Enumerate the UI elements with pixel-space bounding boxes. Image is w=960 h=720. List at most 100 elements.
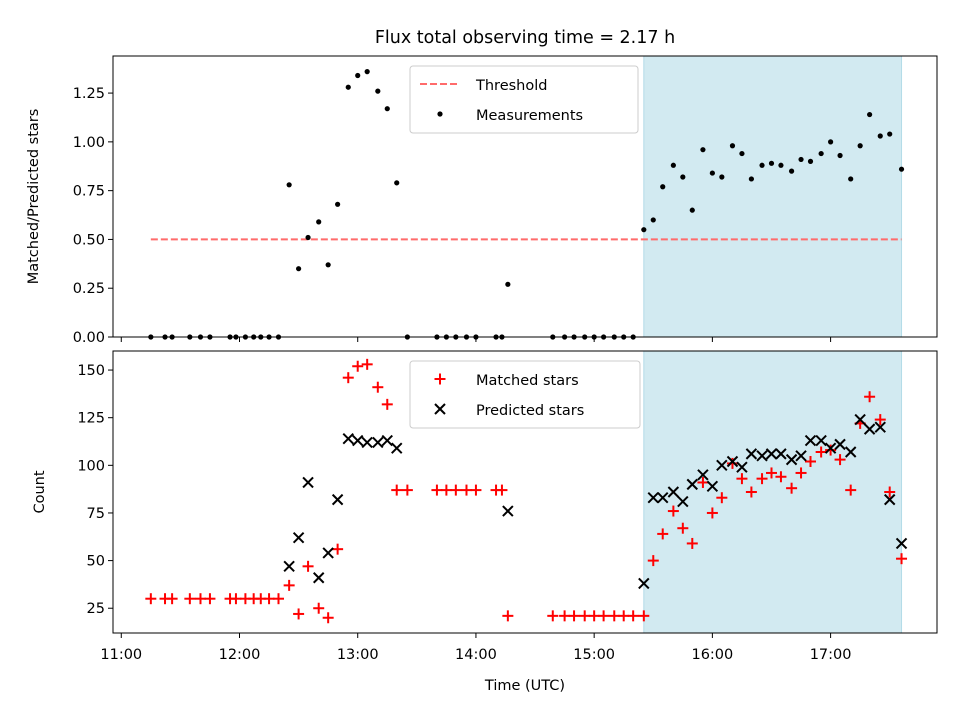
matched-star-point [184,593,196,605]
predicted-star-point [785,453,798,466]
measurement-point [748,176,754,182]
y-axis-ticks: 0.00 0.25 0.50 0.75 1.00 1.25 [73,86,113,346]
matched-star-point [686,537,698,549]
count-points [145,358,908,624]
matched-star-point [786,482,798,494]
measurement-point [345,84,351,90]
ratio-panel: 0.00 0.25 0.50 0.75 1.00 1.25 Matched/Predict… [26,55,938,346]
measurement-point [670,162,676,168]
measurement-point [364,69,370,75]
plot-frame [112,55,938,338]
predicted-star-point [854,413,866,426]
highlight-span [643,55,903,338]
matched-star-point [166,593,178,605]
y-tick-label: 0.50 [73,232,105,248]
predicted-star-point [726,455,739,468]
y-tick-label: 75 [87,506,105,522]
matched-star-point [598,610,610,622]
matched-star-point [313,602,325,614]
matched-star-point [450,484,462,496]
legend-label: Matched stars [476,373,579,389]
measurement-point [759,162,765,168]
x-axis-ticks [120,337,832,342]
measurement-point [316,219,322,225]
y-tick-label: 125 [77,411,105,427]
y-tick-label: 1.00 [73,135,105,151]
matched-star-point [431,484,443,496]
measurement-point [355,72,361,79]
matched-star-point [884,486,896,498]
legend: Threshold Measurements [409,65,639,134]
measurement-point [296,266,302,272]
predicted-star-point [667,486,680,498]
legend-dot-swatch [437,111,443,117]
matched-star-point [815,446,827,458]
y-tick-label: 50 [87,554,105,570]
matched-star-point [502,610,514,622]
predicted-star-point [331,493,344,506]
matched-star-point [845,484,857,496]
measurement-point [739,150,745,157]
matched-star-point [896,553,908,565]
matched-star-point [496,484,508,496]
highlight-span [643,350,903,634]
legend-box [409,65,639,134]
x-axis-ticks: 11:00 12:00 13:00 14:00 15:00 16:00 17:00 [100,633,851,663]
measurement-point [650,217,656,223]
measurement-point [641,227,647,233]
matched-star-point [230,593,242,605]
matched-star-point [864,391,876,403]
predicted-star-point [638,577,650,590]
x-tick-label: 12:00 [219,647,261,663]
x-tick-label: 17:00 [810,647,852,663]
matched-star-point [745,486,757,498]
matched-star-point [263,593,275,605]
predicted-star-point [322,547,334,559]
y-axis-label: Count [32,470,48,513]
measurement-point [335,201,341,207]
x-tick-label: 11:00 [100,647,142,663]
matched-star-point [204,593,216,605]
matched-star-point [283,579,295,591]
predicted-star-point [736,461,748,473]
matched-star-point [352,360,364,372]
predicted-star-point [795,450,807,462]
y-axis-label: Matched/Predicted stars [26,109,42,285]
measurement-point [898,166,905,172]
plot-frame [112,350,938,634]
y-tick-label: 100 [77,458,105,474]
measurement-point [818,150,824,157]
predicted-star-point [815,434,827,447]
measurement-point [798,156,804,163]
predicted-star-point [686,478,698,491]
x-tick-label: 13:00 [337,647,379,663]
matched-star-point [332,543,344,555]
measurement-point [709,170,715,176]
matched-star-point [618,610,630,622]
predicted-star-point [884,493,896,506]
count-panel: 25 50 75 100 125 150 11:00 12:00 13:00 14:00 15:0… [32,350,938,694]
measurement-point [778,162,784,168]
matched-star-point [293,608,305,620]
matched-star-point [273,593,285,605]
matched-star-point [322,612,334,624]
matched-star-point [805,456,817,468]
predicted-star-point [844,446,857,458]
predicted-star-point [756,450,768,462]
measurement-point [384,106,390,112]
measurement-point [719,174,725,180]
matched-star-point [736,473,748,485]
predicted-star-point [292,532,305,544]
matched-star-point [716,492,728,504]
legend-label: Measurements [476,108,583,124]
predicted-star-point [804,434,817,447]
measurement-point [680,174,686,180]
measurement-point [286,182,292,188]
measurement-point [305,234,311,241]
measurement-point [807,158,814,164]
matched-star-point [874,414,886,426]
predicted-star-point [895,537,908,550]
matched-star-point [588,610,600,622]
matched-star-point [470,484,482,496]
matched-star-point [765,467,777,479]
